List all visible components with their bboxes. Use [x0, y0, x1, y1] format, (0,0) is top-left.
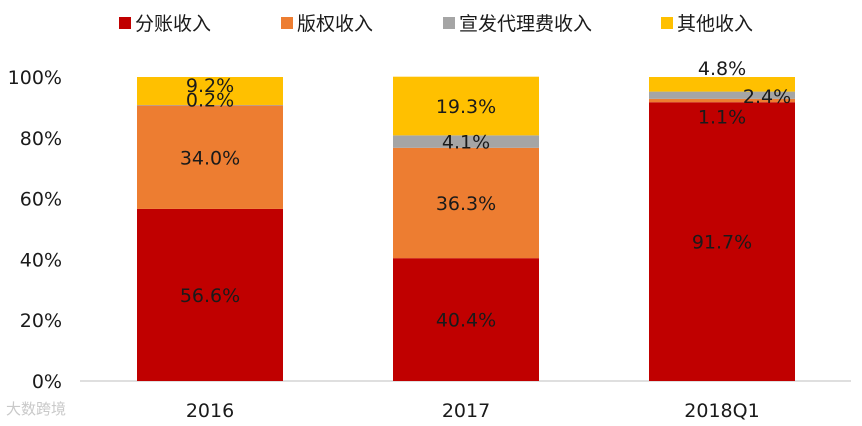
bar-segment [649, 98, 795, 103]
bar-segment [137, 105, 283, 209]
y-tick-label: 100% [8, 67, 62, 89]
data-label: 56.6% [180, 285, 240, 307]
y-tick-label: 60% [20, 189, 62, 211]
x-category-label: 2016 [186, 400, 234, 422]
data-label: 19.3% [436, 96, 496, 118]
data-labels: 56.6% 34.0% 0.2%9.2% 40.4% 36.3% 4.1% 19.3% 91.… [180, 58, 791, 332]
legend-swatch [443, 17, 455, 29]
data-label: 2.4% [743, 86, 791, 108]
data-label: 34.0% [180, 147, 240, 169]
bar-segment [137, 208, 283, 381]
y-tick-label: 20% [20, 310, 62, 332]
bar-segment [393, 76, 539, 136]
x-axis: 2016 2017 2018Q1 [186, 400, 760, 422]
data-label: 9.2% [186, 75, 234, 97]
data-label: 40.4% [436, 310, 496, 332]
data-label: 1.1% [698, 107, 746, 129]
legend-swatch [281, 17, 293, 29]
y-tick-label: 40% [20, 249, 62, 271]
data-label: 4.8% [698, 58, 746, 80]
legend-swatch [661, 17, 673, 29]
bar-segment [649, 91, 795, 99]
bar-segment [649, 102, 795, 382]
y-tick-label: 80% [20, 128, 62, 150]
bar-segment [393, 258, 539, 381]
y-tick-label: 0% [32, 371, 62, 393]
data-label: 36.3% [436, 193, 496, 215]
legend-swatch [119, 17, 131, 29]
bar-segment [137, 77, 283, 105]
legend-label: 分账收入 [135, 13, 211, 35]
data-label: 91.7% [692, 232, 752, 254]
data-label: 0.2% [186, 90, 234, 112]
watermark: 大数跨境 [6, 400, 67, 418]
bars [137, 76, 795, 382]
legend-label: 其他收入 [677, 13, 753, 35]
legend-label: 版权收入 [297, 13, 373, 35]
legend: 分账收入 版权收入 宣发代理费收入 其他收入 [119, 13, 753, 35]
bar-segment [649, 77, 795, 92]
x-category-label: 2017 [442, 400, 490, 422]
bar-segment [393, 147, 539, 259]
bar-segment [137, 104, 283, 106]
legend-label: 宣发代理费收入 [459, 13, 592, 35]
data-label: 4.1% [442, 132, 490, 154]
bar-segment [393, 135, 539, 148]
x-category-label: 2018Q1 [684, 400, 759, 422]
y-axis: 0% 20% 40% 60% 80% 100% [8, 67, 62, 393]
